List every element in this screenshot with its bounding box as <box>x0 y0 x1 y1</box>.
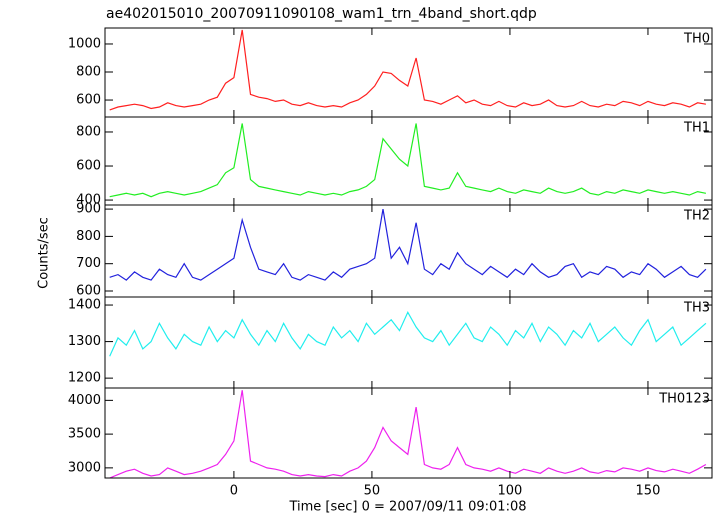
y-tick-label: 1400 <box>68 298 101 313</box>
y-tick-label: 1300 <box>68 334 101 349</box>
y-tick-label: 900 <box>76 202 101 217</box>
y-tick-label: 800 <box>76 124 101 139</box>
x-axis-label: Time [sec] 0 = 2007/09/11 09:01:08 <box>288 500 526 515</box>
panel-frame <box>104 204 713 298</box>
x-tick-label: 150 <box>636 484 661 499</box>
panel-label: TH3 <box>683 301 710 316</box>
y-tick-label: 600 <box>76 159 101 174</box>
panel-label: TH0123 <box>658 392 710 407</box>
y-tick-label: 700 <box>76 256 101 271</box>
light-curve <box>109 310 707 357</box>
y-tick-label: 4000 <box>68 393 101 408</box>
panel-label: TH2 <box>683 209 710 224</box>
y-axis-label: Counts/sec <box>37 217 52 289</box>
y-tick-label: 1200 <box>68 371 101 386</box>
y-tick-label: 800 <box>76 65 101 80</box>
y-tick-label: 800 <box>76 229 101 244</box>
panel-label: TH0 <box>683 32 710 47</box>
panel-frame <box>104 27 713 118</box>
x-tick-label: 100 <box>498 484 523 499</box>
y-tick-label: 400 <box>76 193 101 208</box>
y-tick-label: 3000 <box>68 460 101 475</box>
chart-title: ae402015010_20070911090108_wam1_trn_4ban… <box>106 6 537 22</box>
panel-label: TH1 <box>683 121 710 136</box>
light-curve <box>109 29 706 111</box>
x-tick-label: 0 <box>230 484 238 499</box>
light-curve <box>109 390 707 479</box>
light-curve <box>109 208 707 281</box>
light-curve <box>109 123 707 198</box>
y-tick-label: 600 <box>76 93 101 108</box>
x-tick-label: 50 <box>364 484 381 499</box>
panel-frame <box>104 387 713 479</box>
y-tick-label: 600 <box>76 283 101 298</box>
y-tick-label: 1000 <box>68 36 101 51</box>
y-tick-label: 3500 <box>68 427 101 442</box>
